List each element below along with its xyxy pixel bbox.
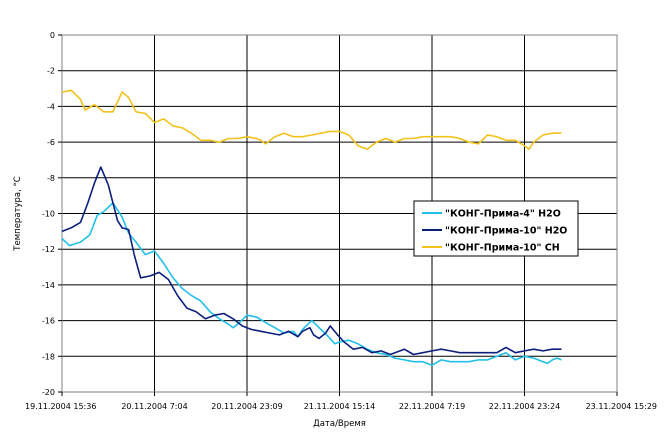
y-axis-title: Температура, °С bbox=[13, 176, 23, 251]
x-tick-label: 20.11.2004 7:04 bbox=[121, 402, 187, 411]
x-tick-label: 21.11.2004 15:14 bbox=[304, 402, 375, 411]
series-line-1 bbox=[61, 202, 562, 366]
y-tick-label: -10 bbox=[42, 210, 55, 219]
y-tick-label: -16 bbox=[42, 317, 55, 326]
legend-entry-3: "КОНГ-Прима-10" CH bbox=[445, 243, 560, 254]
legend: "КОНГ-Прима-4" H2O "КОНГ-Прима-10" H2O "КО… bbox=[413, 200, 579, 257]
x-tick-label: 22.11.2004 7:19 bbox=[399, 402, 465, 411]
y-tick-label: -2 bbox=[47, 67, 55, 76]
y-tick-label: -18 bbox=[42, 352, 55, 361]
y-tick-label: -4 bbox=[47, 102, 55, 111]
x-axis-ticks: 19.11.2004 15:36 20.11.2004 7:04 20.11.200… bbox=[25, 392, 657, 411]
y-tick-label: -20 bbox=[42, 388, 55, 397]
y-axis-ticks: 0 -2 -4 -6 -8 -10 -12 -14 -16 -18 -20 bbox=[42, 31, 62, 397]
x-tick-label: 20.11.2004 23:09 bbox=[211, 402, 282, 411]
legend-entry-2: "КОНГ-Прима-10" H2O bbox=[445, 226, 567, 237]
y-tick-label: -14 bbox=[42, 281, 55, 290]
y-tick-label: -12 bbox=[42, 245, 55, 254]
x-tick-label: 22.11.2004 23:24 bbox=[489, 402, 560, 411]
legend-entry-1: "КОНГ-Прима-4" H2O bbox=[445, 209, 561, 220]
y-tick-label: -6 bbox=[47, 138, 55, 147]
x-tick-label: 19.11.2004 15:36 bbox=[25, 402, 96, 411]
y-tick-label: -8 bbox=[47, 174, 55, 183]
x-axis-title: Дата/Время bbox=[313, 419, 366, 429]
x-tick-label: 23.11.2004 15:29 bbox=[586, 402, 657, 411]
series-line-3 bbox=[61, 89, 562, 150]
series-line-2 bbox=[61, 166, 562, 356]
y-tick-label: 0 bbox=[50, 31, 55, 40]
series-lines bbox=[61, 89, 562, 366]
